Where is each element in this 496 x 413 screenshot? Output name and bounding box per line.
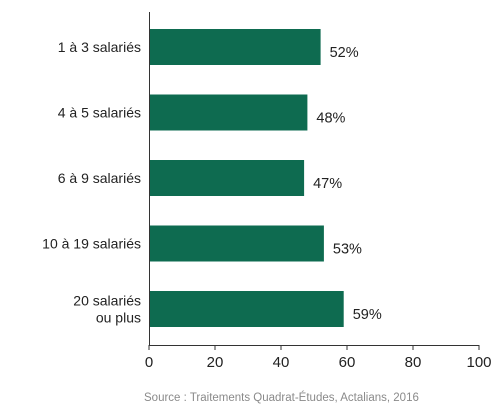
x-tick-label-4: 80	[405, 354, 422, 371]
value-labels: 52% 48% 47% 53% 59%	[313, 45, 382, 323]
bar-3	[149, 225, 324, 262]
category-labels: 1 à 3 salariés 4 à 5 salariés 6 à 9 salari…	[42, 39, 141, 326]
x-tick-label-0: 0	[145, 354, 153, 371]
bars-layer	[149, 29, 344, 327]
value-label-4: 59%	[353, 307, 382, 323]
bar-4	[149, 291, 344, 327]
bar-1	[149, 94, 308, 131]
category-label-4-line-0: 20 salariés	[73, 293, 141, 309]
x-tick-label-1: 20	[207, 354, 224, 371]
x-tick-label-2: 40	[273, 354, 290, 371]
x-tick-label-3: 60	[339, 354, 356, 371]
value-label-1: 48%	[316, 111, 345, 127]
value-label-2: 47%	[313, 176, 342, 192]
category-label-1: 4 à 5 salariés	[58, 105, 141, 121]
category-label-4-line-1: ou plus	[96, 310, 141, 326]
value-label-0: 52%	[330, 45, 359, 61]
source-note: Source : Traitements Quadrat-Études, Act…	[144, 391, 419, 404]
category-label-3: 10 à 19 salariés	[42, 236, 141, 252]
x-axis-ticks: 0 20 40 60 80 100	[145, 345, 492, 371]
category-label-0: 1 à 3 salariés	[58, 39, 141, 55]
value-label-3: 53%	[333, 242, 362, 258]
bar-2	[149, 160, 305, 196]
x-tick-label-5: 100	[466, 354, 491, 371]
category-label-2: 6 à 9 salariés	[58, 170, 141, 186]
bar-0	[149, 29, 321, 65]
